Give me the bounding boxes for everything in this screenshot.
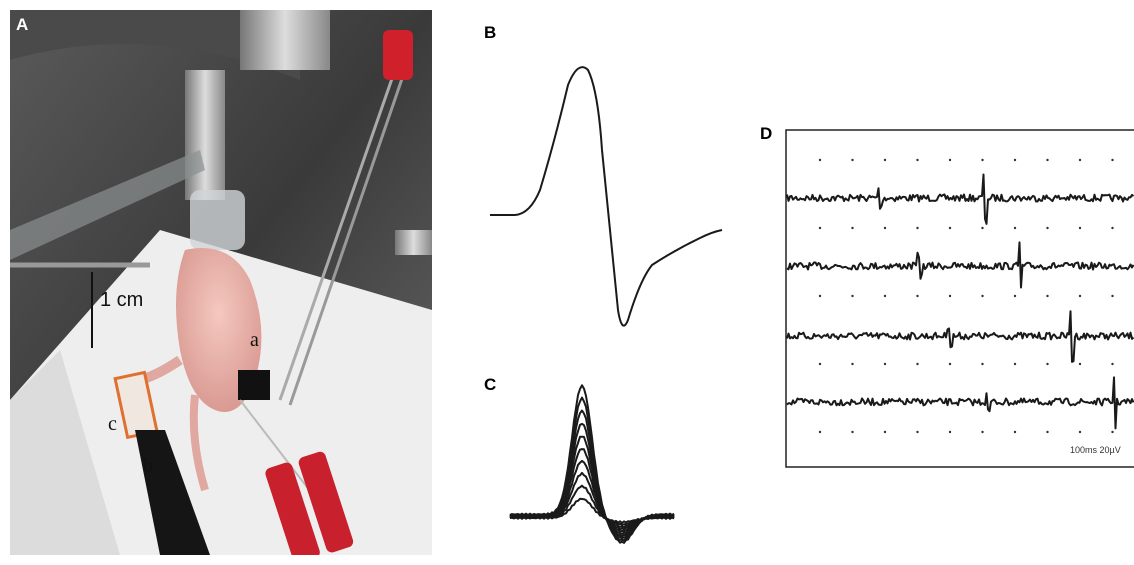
panel-label: D (760, 124, 772, 143)
recording-frame (785, 129, 1134, 468)
grid-dot (1078, 226, 1082, 230)
grid-dot (883, 362, 887, 366)
tail (189, 394, 209, 492)
grid-dot (1078, 362, 1082, 366)
grid-dot (1078, 430, 1082, 434)
foam-side (10, 350, 120, 555)
wire (278, 69, 397, 401)
grid-dot (1013, 158, 1017, 162)
grid-dot (1078, 158, 1082, 162)
grid-dot (883, 226, 887, 230)
grid-dot (883, 158, 887, 162)
grid-dot (981, 226, 984, 230)
grid-dot (1013, 294, 1017, 298)
grid-dot (1046, 158, 1049, 162)
grid-dot (818, 294, 822, 298)
grid-dot (916, 430, 919, 434)
recording-traces (786, 158, 1134, 434)
grid-dot (916, 294, 919, 298)
grid-dot (981, 294, 984, 298)
grid-dot (1111, 430, 1114, 434)
connector (383, 30, 413, 80)
grid-dot (851, 226, 854, 230)
grid-dot (1111, 226, 1114, 230)
grid-dot (916, 226, 919, 230)
grid-dot (1046, 430, 1049, 434)
grid-dot (916, 362, 919, 366)
grid-dot (1111, 158, 1114, 162)
grid-dot (818, 226, 822, 230)
grid-dot (1046, 226, 1049, 230)
trace (786, 173, 1134, 225)
grid-dot (1013, 362, 1017, 366)
grid-dot (1013, 430, 1017, 434)
grid-dot (883, 294, 887, 298)
grid-dot (1111, 294, 1114, 298)
panel-label: A (16, 15, 28, 34)
clip (135, 430, 210, 555)
grid-dot (948, 430, 952, 434)
panel-label: B (484, 23, 496, 42)
grid-dot (1111, 362, 1114, 366)
grid-dot (948, 226, 952, 230)
grid-dot (851, 362, 854, 366)
grid-dot (1078, 294, 1082, 298)
trace (786, 241, 1134, 289)
grid-dot (851, 430, 854, 434)
grid-dot (1046, 362, 1049, 366)
mask (190, 190, 245, 250)
waveform (490, 66, 723, 327)
clamp (395, 230, 432, 255)
annotation: c (108, 413, 117, 435)
grid-dot (916, 158, 919, 162)
grid-dot (1013, 226, 1017, 230)
grid-dot (818, 430, 822, 434)
electrode-a (238, 370, 270, 400)
annotation: a (250, 329, 259, 351)
tube (10, 150, 205, 260)
grid-dot (948, 362, 952, 366)
trace (786, 310, 1134, 363)
grid-dot (818, 158, 822, 162)
waveform (509, 384, 675, 544)
grid-dot (981, 362, 984, 366)
grid-dot (948, 294, 952, 298)
grid-dot (981, 158, 984, 162)
trace (786, 376, 1134, 430)
panel-label: C (484, 375, 496, 394)
wire (288, 69, 407, 406)
photo (10, 10, 432, 555)
annotation: b (143, 455, 153, 477)
waveform-overlay (509, 384, 675, 544)
waveform (510, 497, 675, 524)
grid-dot (851, 294, 854, 298)
connectors-b (265, 451, 354, 555)
grid-dot (948, 158, 952, 162)
holder (185, 70, 225, 200)
grid-dot (981, 430, 984, 434)
scale-label: 100ms 20µV (1070, 445, 1121, 455)
chamber (10, 10, 300, 80)
grid-dot (818, 362, 822, 366)
scale-label: 1 cm (100, 289, 143, 311)
grid-dot (883, 430, 887, 434)
apparatus (240, 10, 330, 70)
grid-dot (851, 158, 854, 162)
grid-dot (1046, 294, 1049, 298)
